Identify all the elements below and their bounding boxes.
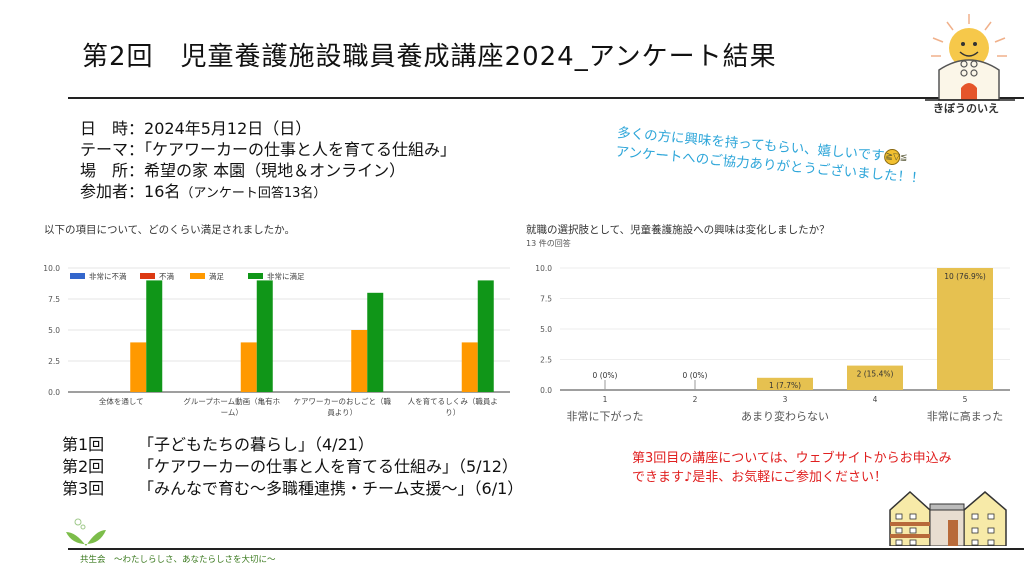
- y-tick-label: 7.5: [48, 295, 60, 304]
- legend-label: 非常に不満: [89, 271, 127, 281]
- info-value: 2024年5月12日（日）: [144, 119, 312, 138]
- x-tick-label: 5: [963, 395, 968, 404]
- session-list: 第1回 「子どもたちの暮らし」（4/21） 第2回 「ケアワーカーの仕事と人を育てる…: [62, 434, 523, 500]
- session-number: 第2回: [62, 457, 105, 476]
- x-tick-label: 1: [603, 395, 608, 404]
- session-title: 「ケアワーカーの仕事と人を育てる仕組み」（5/12）: [138, 457, 518, 476]
- interest-change-chart: 0.0 2.5 5.0 7.5 10.0 0 (0%) 1 非常に下がった 0 (0%) 2 1 (…: [535, 264, 1010, 423]
- y-tick-label: 5.0: [540, 325, 552, 334]
- info-value: 16名: [144, 182, 181, 201]
- chart-1-title: 以下の項目について、どのくらい満足されましたか。: [44, 224, 295, 236]
- x-tick-label: 員より）: [327, 408, 357, 417]
- x-tick-label: り）: [445, 408, 460, 417]
- legend-label: 不満: [159, 272, 174, 281]
- data-label: 2 (15.4%): [857, 370, 894, 379]
- kibou-no-ie-logo: きぼうのいえ: [925, 12, 1015, 116]
- info-row-date: 日 時：2024年5月12日（日）: [80, 119, 312, 138]
- x-tick-label: グループホーム動画（亀有ホ: [183, 396, 280, 406]
- data-label: 1 (7.7%): [769, 381, 801, 390]
- info-value: 希望の家 本園（現地＆オンライン）: [144, 161, 406, 180]
- info-label: 参加者: [80, 182, 129, 201]
- session-item: 第1回 「子どもたちの暮らし」（4/21）: [62, 434, 523, 456]
- y-tick-label: 7.5: [540, 295, 552, 304]
- session-number: 第3回: [62, 479, 105, 498]
- logo-text: きぼうのいえ: [933, 102, 999, 115]
- data-label: 0 (0%): [593, 371, 618, 380]
- info-row-theme: テーマ：「ケアワーカーの仕事と人を育てる仕組み」: [80, 140, 457, 159]
- legend-swatch: [70, 273, 85, 279]
- info-label: 場 所: [80, 161, 129, 180]
- session-item: 第3回 「みんなで育む～多職種連携・チーム支援～」（6/1）: [62, 478, 523, 500]
- y-tick-label: 5.0: [48, 326, 60, 335]
- bar-非常に満足: [256, 280, 273, 392]
- bar: [847, 365, 903, 390]
- session-item: 第2回 「ケアワーカーの仕事と人を育てる仕組み」（5/12）: [62, 456, 523, 478]
- info-note: （アンケート回答13名）: [180, 186, 327, 201]
- bar-非常に満足: [477, 280, 494, 392]
- x-tick-label: ーム）: [221, 408, 243, 417]
- info-label: テーマ: [80, 140, 129, 159]
- building-icon: [889, 490, 1007, 547]
- bar: [757, 377, 813, 390]
- chart-2-subtitle: 13 件の回答: [526, 239, 571, 248]
- signup-note: 第3回目の講座については、ウェブサイトからお申込みできます♪是非、お気軽にご参加…: [632, 451, 952, 485]
- event-info: 日 時：2024年5月12日（日） テーマ：「ケアワーカーの仕事と人を育てる仕組…: [80, 118, 456, 204]
- bar-満足: [130, 342, 147, 392]
- x-tick-label: 全体を通して: [99, 396, 144, 406]
- session-title: 「子どもたちの暮らし」（4/21）: [138, 435, 374, 454]
- scale-label: 非常に高まった: [927, 409, 1004, 423]
- sprout-icon: [66, 518, 106, 546]
- bar-非常に満足: [146, 280, 163, 392]
- y-tick-label: 10.0: [535, 264, 552, 273]
- footer-slogan: 共生会 ～わたしらしさ、あなたらしさを大切に～: [80, 555, 276, 565]
- scale-label: 非常に下がった: [567, 409, 644, 423]
- sprout-logo: [66, 518, 106, 552]
- grinning-squint-face-icon: ≧▽≦: [883, 148, 908, 166]
- info-value: 「ケアワーカーの仕事と人を育てる仕組み」: [144, 140, 457, 159]
- info-row-venue: 場 所：希望の家 本園（現地＆オンライン）: [80, 161, 406, 180]
- bar-満足: [351, 330, 368, 392]
- title-divider: [68, 97, 1024, 99]
- footer-divider: [68, 548, 1024, 550]
- x-tick-label: 4: [873, 395, 878, 404]
- sun-house-icon: [925, 14, 1015, 101]
- x-tick-label: 人を育てるしくみ（職員よ: [408, 396, 498, 406]
- legend-swatch: [190, 273, 205, 279]
- bar-満足: [240, 342, 257, 392]
- x-tick-label: 3: [783, 395, 788, 404]
- legend-swatch: [248, 273, 263, 279]
- x-tick-label: ケアワーカーのおしごと（職: [294, 396, 392, 406]
- x-tick-label: 2: [693, 395, 698, 404]
- page-title: 第2回 児童養護施設職員養成講座2024_アンケート結果: [82, 42, 777, 72]
- legend-label: 非常に満足: [267, 271, 305, 281]
- y-tick-label: 0.0: [48, 388, 60, 397]
- session-number: 第1回: [62, 435, 105, 454]
- facility-building-illustration: [888, 490, 1008, 547]
- data-label: 10 (76.9%): [944, 272, 986, 281]
- chart-2-title: 就職の選択肢として、児童養護施設への興味は変化しましたか？: [526, 224, 830, 236]
- y-tick-label: 2.5: [540, 356, 552, 365]
- thanks-note: 多くの方に興味を持ってもらい、嬉しいです≧▽≦ アンケートへのご協力ありがとうご…: [615, 124, 927, 189]
- scale-label: あまり変わらない: [741, 409, 829, 423]
- y-tick-label: 10.0: [43, 264, 60, 273]
- legend-label: 満足: [209, 272, 224, 281]
- y-tick-label: 2.5: [48, 357, 60, 366]
- legend-swatch: [140, 273, 155, 279]
- info-row-participants: 参加者：16名（アンケート回答13名）: [80, 182, 327, 201]
- info-label: 日 時: [80, 119, 129, 138]
- bar: [937, 268, 993, 390]
- data-label: 0 (0%): [683, 371, 708, 380]
- bar-満足: [461, 342, 478, 392]
- y-tick-label: 0.0: [540, 386, 552, 395]
- session-title: 「みんなで育む～多職種連携・チーム支援～」（6/1）: [138, 479, 524, 498]
- bar-非常に満足: [367, 292, 384, 392]
